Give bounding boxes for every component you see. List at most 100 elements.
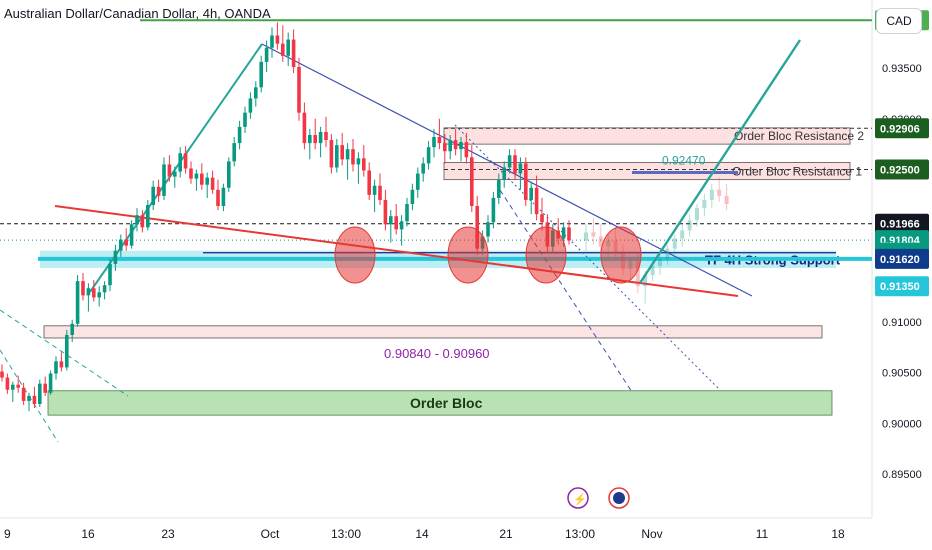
x-tick-label: Oct bbox=[261, 527, 280, 541]
x-tick-label: 23 bbox=[161, 527, 175, 541]
candle-body bbox=[356, 158, 361, 165]
candle-body bbox=[389, 216, 393, 225]
candle-body bbox=[329, 140, 334, 168]
price-tag-box bbox=[875, 248, 929, 269]
candle-body bbox=[291, 39, 296, 67]
projection-candle-body bbox=[709, 189, 714, 200]
candle-body bbox=[11, 384, 15, 390]
candle-body bbox=[567, 227, 571, 241]
candle-body bbox=[124, 239, 128, 246]
projection-candle-body bbox=[598, 236, 603, 247]
candle-body bbox=[21, 387, 26, 401]
candle-body bbox=[237, 126, 242, 144]
candle-body bbox=[529, 187, 533, 200]
x-tick-label: 9 bbox=[4, 527, 11, 541]
price-tag-box bbox=[875, 276, 929, 297]
candle-body bbox=[183, 153, 188, 169]
candle-body bbox=[86, 288, 91, 296]
candle-body bbox=[405, 204, 409, 222]
candle-body bbox=[518, 163, 523, 174]
projection-uptrend-line bbox=[638, 39, 802, 284]
candle-body bbox=[108, 263, 112, 286]
candle-body bbox=[351, 149, 355, 165]
candle-body bbox=[232, 143, 236, 162]
candles-group bbox=[0, 22, 571, 412]
candle-body bbox=[453, 140, 458, 150]
price-tag-label: 0.91966 bbox=[880, 219, 920, 231]
price-tag-box bbox=[875, 118, 929, 139]
y-tick-label: 0.91000 bbox=[882, 317, 922, 329]
candle-body bbox=[308, 134, 312, 144]
candle-body bbox=[200, 173, 204, 185]
price-tag-label: 0.91350 bbox=[880, 281, 920, 293]
candle-body bbox=[194, 173, 199, 179]
candle-body bbox=[448, 140, 452, 152]
candle-body bbox=[54, 361, 58, 374]
x-tick-label: 18 bbox=[831, 527, 845, 541]
candle-body bbox=[345, 149, 350, 160]
candle-body bbox=[113, 250, 118, 264]
candle-body bbox=[394, 216, 398, 230]
price-tag-box bbox=[875, 213, 929, 234]
candle-body bbox=[340, 145, 344, 160]
candle-body bbox=[513, 155, 517, 174]
candle-body bbox=[443, 143, 447, 152]
candle-body bbox=[524, 163, 528, 200]
candle-body bbox=[383, 199, 388, 225]
candle-body bbox=[135, 215, 139, 225]
candle-body bbox=[324, 131, 328, 141]
lightning-event-icon bbox=[567, 487, 589, 509]
projection-dashed-line bbox=[499, 189, 633, 393]
chart-title: Australian Dollar/Canadian Dollar, 4h, O… bbox=[4, 6, 271, 21]
candle-body bbox=[459, 142, 463, 150]
candle-body bbox=[167, 164, 172, 177]
zone-0908-label: 0.90840 - 0.90960 bbox=[384, 346, 490, 361]
candle-body bbox=[318, 131, 323, 144]
candle-body bbox=[151, 186, 155, 206]
candle-body bbox=[497, 179, 501, 198]
x-tick-label: 21 bbox=[499, 527, 513, 541]
projection-candle-body bbox=[702, 199, 707, 209]
candle-body bbox=[254, 87, 258, 99]
zone-resistance-2-label: Order Bloc Resistance 2 bbox=[734, 129, 864, 143]
projection-candle-body bbox=[724, 195, 729, 205]
x-tick-label: 16 bbox=[81, 527, 95, 541]
candle-body bbox=[367, 170, 371, 195]
candle-body bbox=[302, 112, 307, 144]
candle-body bbox=[92, 288, 96, 298]
candle-body bbox=[486, 222, 490, 237]
zone-order-bloc-label: Order Bloc bbox=[410, 395, 483, 411]
candle-body bbox=[210, 177, 215, 190]
candle-body bbox=[464, 142, 469, 158]
projection-candle-body bbox=[665, 248, 670, 259]
x-tick-label: 14 bbox=[415, 527, 429, 541]
projection-candle-body bbox=[717, 189, 722, 196]
candle-body bbox=[81, 281, 85, 296]
projection-candle-body bbox=[680, 230, 685, 239]
currency-button[interactable]: CAD bbox=[876, 8, 922, 34]
candle-body bbox=[27, 395, 31, 401]
candle-body bbox=[59, 361, 64, 368]
candle-body bbox=[156, 186, 161, 196]
candle-body bbox=[97, 292, 101, 298]
projection-candle-body bbox=[584, 232, 588, 241]
flag-event-glyph bbox=[613, 492, 625, 504]
x-tick-label: 13:00 bbox=[565, 527, 595, 541]
candle-body bbox=[491, 197, 496, 223]
x-tick-label: 11 bbox=[756, 527, 769, 541]
candle-body bbox=[264, 47, 269, 62]
candle-body bbox=[243, 112, 247, 127]
candle-body bbox=[129, 224, 134, 246]
support-touch-circle-3 bbox=[525, 226, 567, 284]
candle-body bbox=[297, 66, 301, 113]
candle-body bbox=[410, 189, 415, 205]
zone-0908 bbox=[43, 325, 823, 339]
candle-body bbox=[362, 158, 366, 171]
candle-body bbox=[437, 137, 442, 144]
candle-body bbox=[16, 384, 20, 388]
candle-body bbox=[32, 395, 37, 404]
candle-body bbox=[421, 163, 425, 174]
price-tag-label: 0.91620 bbox=[880, 254, 920, 266]
